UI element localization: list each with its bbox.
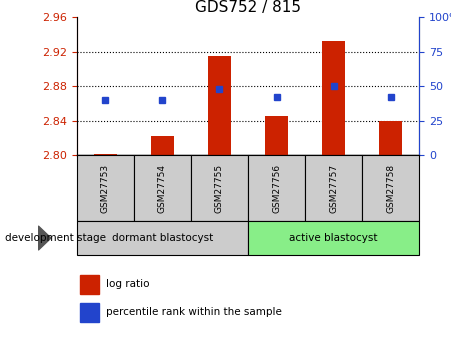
Bar: [208, 56, 231, 155]
Bar: [248, 155, 305, 221]
Text: dormant blastocyst: dormant blastocyst: [112, 233, 213, 243]
Bar: [151, 136, 174, 155]
Bar: [94, 154, 117, 155]
Bar: [77, 155, 134, 221]
Bar: [362, 155, 419, 221]
Text: log ratio: log ratio: [106, 279, 149, 289]
Text: GSM27756: GSM27756: [272, 164, 281, 213]
Polygon shape: [38, 226, 51, 250]
Bar: [191, 155, 248, 221]
Text: GSM27757: GSM27757: [329, 164, 338, 213]
Title: GDS752 / 815: GDS752 / 815: [195, 0, 301, 15]
Text: development stage: development stage: [5, 233, 106, 243]
Bar: [77, 221, 248, 255]
Text: GSM27753: GSM27753: [101, 164, 110, 213]
Text: percentile rank within the sample: percentile rank within the sample: [106, 307, 282, 317]
Text: GSM27754: GSM27754: [158, 164, 167, 213]
Bar: [379, 121, 402, 155]
Bar: [80, 275, 99, 294]
Text: GSM27755: GSM27755: [215, 164, 224, 213]
Bar: [265, 116, 288, 155]
Bar: [305, 155, 362, 221]
Bar: [322, 41, 345, 155]
Bar: [248, 221, 419, 255]
Text: GSM27758: GSM27758: [387, 164, 396, 213]
Text: active blastocyst: active blastocyst: [290, 233, 378, 243]
Bar: [80, 303, 99, 322]
Bar: [134, 155, 191, 221]
